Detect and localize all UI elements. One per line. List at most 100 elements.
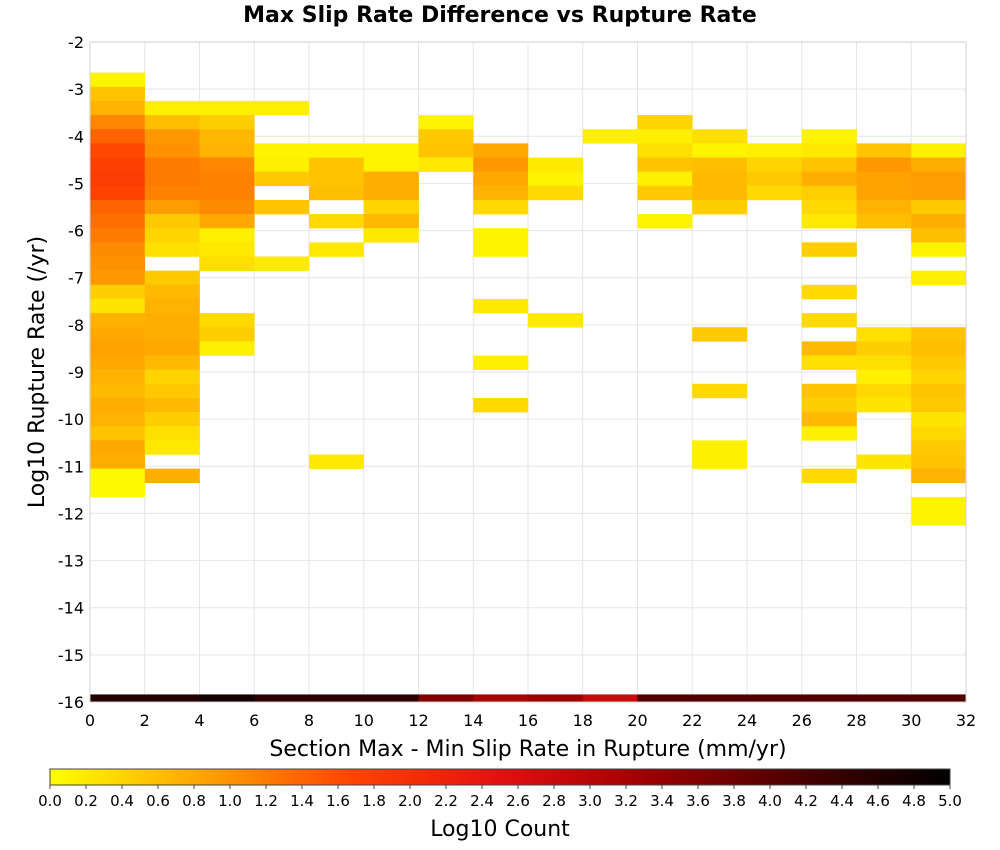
chart-title: Max Slip Rate Difference vs Rupture Rate (243, 3, 757, 28)
colorbar-tick-label: 0.4 (110, 792, 134, 810)
heatmap-cell (199, 199, 255, 215)
heatmap-cell (90, 199, 146, 215)
heatmap-cell (911, 171, 967, 187)
heatmap-cell (692, 440, 748, 455)
heatmap-cell (363, 157, 419, 172)
colorbar-tick-label: 2.8 (542, 792, 566, 810)
heatmap-cell (309, 242, 365, 257)
heatmap-cell (692, 694, 748, 702)
heatmap-cell (144, 313, 200, 328)
heatmap-cell (856, 171, 912, 187)
x-tick-label: 30 (901, 711, 921, 730)
heatmap-cell (801, 355, 857, 370)
x-tick-label: 32 (956, 711, 976, 730)
heatmap-cell (911, 426, 967, 441)
x-tick-label: 16 (518, 711, 538, 730)
heatmap-cell (856, 397, 912, 413)
heatmap-cell (199, 143, 255, 158)
heatmap-cell (144, 185, 200, 201)
heatmap-cell (90, 86, 146, 102)
heatmap-cell (254, 143, 310, 158)
heatmap-cell (637, 115, 693, 130)
colorbar-tick-label: 2.2 (434, 792, 458, 810)
heatmap-cell (801, 313, 857, 328)
y-tick-label: -12 (58, 504, 84, 523)
heatmap-cell (637, 129, 693, 144)
colorbar-tick-label: 4.8 (902, 792, 926, 810)
colorbar-tick-label: 3.6 (686, 792, 710, 810)
heatmap-cell (144, 242, 200, 257)
heatmap-cell (911, 327, 967, 342)
heatmap-cell (144, 369, 200, 385)
heatmap-cell (692, 157, 748, 172)
heatmap-cell (692, 171, 748, 187)
heatmap-cell (692, 327, 748, 342)
heatmap-cell (199, 100, 255, 116)
colorbar-tick-label: 2.4 (470, 792, 494, 810)
heatmap-cell (90, 454, 146, 469)
x-tick-label: 28 (846, 711, 866, 730)
heatmap-cell (747, 143, 803, 158)
heatmap-cell (637, 171, 693, 187)
heatmap-cell (637, 143, 693, 158)
heatmap-cell (90, 383, 146, 399)
heatmap-cell (911, 383, 967, 399)
colorbar-tick-label: 0.2 (74, 792, 98, 810)
heatmap-cell (144, 355, 200, 370)
heatmap-cell (692, 143, 748, 158)
heatmap-cell (856, 355, 912, 370)
heatmap-cell (144, 115, 200, 130)
heatmap-cell (911, 412, 967, 427)
heatmap-cell (144, 129, 200, 144)
y-tick-label: -8 (68, 316, 84, 335)
heatmap-cell (309, 185, 365, 201)
heatmap-cell (473, 694, 529, 702)
heatmap-cell (801, 157, 857, 172)
colorbar-ticks: 0.0 0.2 0.4 0.6 0.8 1.0 1.2 1.4 1.6 1.8 2.0 2.2 2.4 2… (38, 785, 962, 810)
heatmap-cell (90, 313, 146, 328)
heatmap-cell (90, 426, 146, 441)
heatmap-cell (911, 511, 967, 526)
heatmap-cell (801, 143, 857, 158)
x-tick-label: 0 (85, 711, 95, 730)
colorbar-tick-label: 1.4 (290, 792, 314, 810)
y-tick-label: -10 (58, 410, 84, 429)
colorbar-label: Log10 Count (430, 817, 570, 842)
colorbar-tick-label: 1.2 (254, 792, 278, 810)
heatmap-cell (144, 694, 200, 702)
heatmap-cell (911, 143, 967, 158)
heatmap-cell (309, 143, 365, 158)
heatmap-cell (473, 199, 529, 215)
heatmap-cell (801, 242, 857, 257)
heatmap-cell (801, 383, 857, 399)
heatmap-cell (363, 214, 419, 229)
colorbar-tick-label: 4.0 (758, 792, 782, 810)
plot-frame (89, 41, 967, 703)
heatmap-cell (199, 341, 255, 356)
heatmap-cell (692, 454, 748, 469)
heatmap-cell (856, 369, 912, 385)
heatmap-cell (692, 383, 748, 399)
heatmap-cell (911, 440, 967, 455)
heatmap-cell (199, 256, 255, 271)
heatmap-cell (418, 157, 474, 172)
x-tick-label: 22 (682, 711, 702, 730)
colorbar-tick-label: 3.0 (578, 792, 602, 810)
heatmap-cell (363, 171, 419, 187)
heatmap-cell (90, 369, 146, 385)
heatmap-cell (90, 341, 146, 356)
colorbar-tick-label: 1.6 (326, 792, 350, 810)
heatmap-cell (856, 341, 912, 356)
heatmap-cell (911, 341, 967, 356)
heatmap-cell (473, 298, 529, 314)
heatmap-cell (856, 454, 912, 469)
heatmap-cell (144, 157, 200, 172)
heatmap-cell (637, 214, 693, 229)
heatmap-cell (144, 397, 200, 413)
x-tick-label: 6 (249, 711, 259, 730)
heatmap-cell (90, 129, 146, 144)
heatmap-cell (144, 228, 200, 243)
heatmap-cell (199, 157, 255, 172)
y-tick-label: -5 (68, 174, 84, 193)
heatmap-cell (309, 157, 365, 172)
